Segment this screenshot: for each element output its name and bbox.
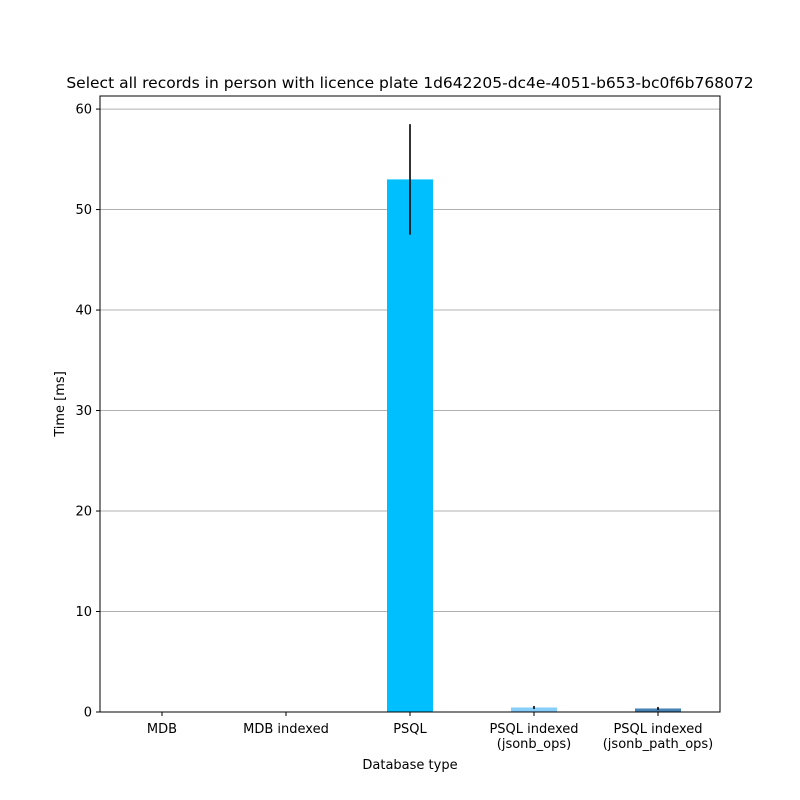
x-tick-label: PSQL bbox=[393, 722, 427, 737]
x-tick-label: PSQL indexed bbox=[489, 722, 578, 737]
y-axis-ticks: 0 10 20 30 40 50 60 bbox=[75, 103, 100, 721]
bar bbox=[511, 707, 557, 712]
chart-title: Select all records in person with licenc… bbox=[66, 74, 753, 92]
error-bars bbox=[409, 124, 659, 710]
x-tick-label: (jsonb_ops) bbox=[497, 737, 571, 752]
y-axis-label: Time [ms] bbox=[53, 371, 68, 438]
y-tick-label: 0 bbox=[84, 706, 92, 721]
bar bbox=[387, 179, 433, 713]
y-tick-label: 60 bbox=[75, 103, 92, 118]
y-tick-label: 40 bbox=[75, 304, 92, 319]
y-tick-label: 50 bbox=[75, 203, 92, 218]
x-axis-label: Database type bbox=[362, 758, 457, 773]
x-axis-ticks: MDB MDB indexed PSQL PSQL indexed(jsonb_ops… bbox=[147, 712, 713, 752]
y-tick-label: 20 bbox=[75, 505, 92, 520]
x-tick-label: MDB bbox=[147, 722, 177, 737]
x-tick-label: PSQL indexed bbox=[613, 722, 702, 737]
bars bbox=[387, 179, 681, 713]
x-tick-label: MDB indexed bbox=[243, 722, 329, 737]
bar bbox=[635, 708, 681, 712]
y-tick-label: 10 bbox=[75, 605, 92, 620]
x-tick-label: (jsonb_path_ops) bbox=[603, 737, 714, 752]
y-tick-label: 30 bbox=[75, 404, 92, 419]
